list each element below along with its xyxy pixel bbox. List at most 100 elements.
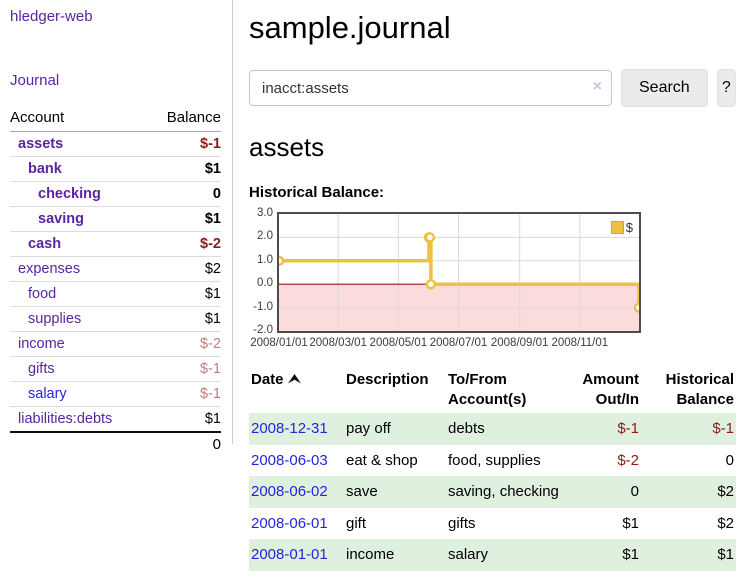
account-link-liabilities-debts[interactable]: liabilities:debts	[18, 411, 113, 427]
transaction-accounts: debts	[448, 420, 485, 437]
sidebar-item-journal[interactable]: Journal	[10, 72, 60, 89]
transaction-amount: 0	[630, 483, 639, 500]
account-row: cash $-2	[10, 231, 221, 257]
transaction-date-cell: 2008-06-03	[249, 445, 344, 477]
account-row: gifts $-1	[10, 356, 221, 382]
transaction-date-cell: 2008-01-01	[249, 539, 344, 571]
transaction-amount: $-1	[617, 420, 639, 437]
transaction-row: 2008-06-01 gift gifts $1 $2	[249, 508, 736, 540]
account-row: salary $-1	[10, 381, 221, 407]
clear-search-icon[interactable]: ×	[592, 78, 602, 95]
account-link-income[interactable]: income	[18, 336, 65, 352]
transaction-accounts: food, supplies	[448, 451, 541, 469]
account-balance: $-2	[147, 331, 221, 357]
accounts-total-row: 0	[10, 431, 221, 457]
account-balance: $-1	[147, 356, 221, 382]
account-balance: $1	[147, 306, 221, 332]
transaction-balance: $1	[717, 546, 734, 563]
account-link-bank[interactable]: bank	[28, 161, 62, 177]
account-link-supplies[interactable]: supplies	[28, 311, 82, 327]
chart-label: Historical Balance:	[249, 184, 385, 201]
transaction-amount: $1	[622, 546, 639, 563]
transaction-amount: $1	[622, 514, 639, 532]
transaction-row: 2008-01-01 income salary $1 $1	[249, 539, 736, 571]
account-row: assets $-1	[10, 132, 221, 157]
app-title-link[interactable]: hledger-web	[10, 8, 93, 25]
transaction-date-link[interactable]: 2008-12-31	[251, 420, 328, 437]
main-content: sample.journal × Search ? assets Histori…	[249, 0, 736, 571]
account-row: food $1	[10, 281, 221, 307]
transaction-date-link[interactable]: 2008-06-01	[251, 514, 328, 532]
y-tick-label: -1.0	[253, 300, 273, 313]
register-header-description[interactable]: Description	[346, 371, 429, 388]
transaction-date-link[interactable]: 2008-06-02	[251, 483, 328, 500]
transaction-date-link[interactable]: 2008-01-01	[251, 546, 328, 563]
transaction-date-cell: 2008-06-01	[249, 508, 344, 540]
y-tick-label: 3.0	[257, 207, 273, 219]
account-link-gifts[interactable]: gifts	[28, 361, 55, 377]
transaction-date-cell: 2008-12-31	[249, 413, 344, 445]
transaction-balance: 0	[725, 451, 734, 469]
x-tick-label: 2008/07/01	[429, 337, 488, 349]
account-link-checking[interactable]: checking	[38, 186, 101, 202]
x-tick-label: 2008/03/01	[309, 337, 367, 349]
historical-balance-chart: 3.0 2.0 1.0 0.0 -1.0 -2.0 $ 2008/01/01 2008/03…	[249, 207, 736, 351]
chart-svg	[279, 214, 639, 331]
register-header-amount[interactable]: Amount Out/In	[582, 371, 639, 408]
account-link-salary[interactable]: salary	[28, 386, 67, 402]
account-balance: $-1	[147, 381, 221, 407]
search-button[interactable]: Search	[621, 69, 708, 107]
series-color-swatch	[610, 221, 624, 234]
sidebar: hledger-web Journal Account Balance asse…	[0, 0, 233, 457]
x-tick-label: 2008/01/01	[250, 337, 308, 349]
account-link-food[interactable]: food	[28, 286, 57, 302]
transaction-accounts: salary	[448, 546, 489, 563]
transaction-accounts: saving, checking	[448, 483, 559, 500]
account-balance: $1	[147, 156, 221, 182]
search-help-button[interactable]: ?	[716, 69, 736, 107]
transaction-balance: $2	[717, 514, 734, 532]
transaction-date-link[interactable]: 2008-06-03	[251, 451, 328, 469]
section-title: assets	[249, 132, 325, 162]
y-tick-label: 1.0	[257, 253, 273, 266]
transaction-row: 2008-06-02 save saving, checking 0 $2	[249, 476, 736, 508]
page-title: sample.journal	[249, 10, 451, 45]
accounts-header-account: Account	[10, 106, 148, 132]
account-balance: $-2	[147, 231, 221, 257]
register-header-date[interactable]: Date	[249, 366, 344, 413]
y-tick-label: 0.0	[257, 277, 273, 290]
account-balance: 0	[147, 181, 221, 207]
transaction-date-cell: 2008-06-02	[249, 476, 344, 508]
search-input[interactable]	[249, 70, 612, 106]
transaction-row: 2008-12-31 pay off debts $-1 $-1	[249, 413, 736, 445]
account-balance: $-1	[200, 136, 221, 152]
transaction-balance: $2	[717, 483, 734, 500]
y-tick-label: -2.0	[253, 324, 273, 336]
register-header-tofrom[interactable]: To/From Account(s)	[448, 371, 527, 408]
account-row: income $-2	[10, 331, 221, 357]
account-link-cash[interactable]: cash	[28, 236, 62, 252]
account-row: saving $1	[10, 206, 221, 232]
chart-legend: $	[610, 220, 633, 235]
x-tick-label: 2008/11/01	[551, 337, 609, 349]
account-balance: $1	[147, 281, 221, 307]
search-bar: × Search ?	[249, 69, 736, 107]
transaction-description: eat & shop	[346, 451, 418, 469]
account-balance: $1	[147, 206, 221, 232]
y-tick-label: 2.0	[257, 230, 273, 243]
transaction-description: pay off	[346, 420, 391, 437]
transaction-amount: $-2	[617, 451, 639, 469]
account-link-saving[interactable]: saving	[38, 211, 84, 227]
account-row: supplies $1	[10, 306, 221, 332]
account-balance: $1	[147, 406, 221, 432]
account-link-expenses[interactable]: expenses	[18, 261, 81, 277]
transaction-description: income	[346, 546, 395, 563]
transaction-balance: $-1	[712, 420, 734, 437]
accounts-table: Account Balance assets $-1 bank $1 checking 0…	[10, 106, 221, 457]
account-link-assets[interactable]: assets	[18, 136, 64, 152]
account-row: checking 0	[10, 181, 221, 207]
register-header-balance[interactable]: Historical Balance	[665, 371, 734, 408]
account-row: bank $1	[10, 156, 221, 182]
chart-plot-area: $	[277, 212, 641, 333]
account-balance: $2	[147, 256, 221, 282]
